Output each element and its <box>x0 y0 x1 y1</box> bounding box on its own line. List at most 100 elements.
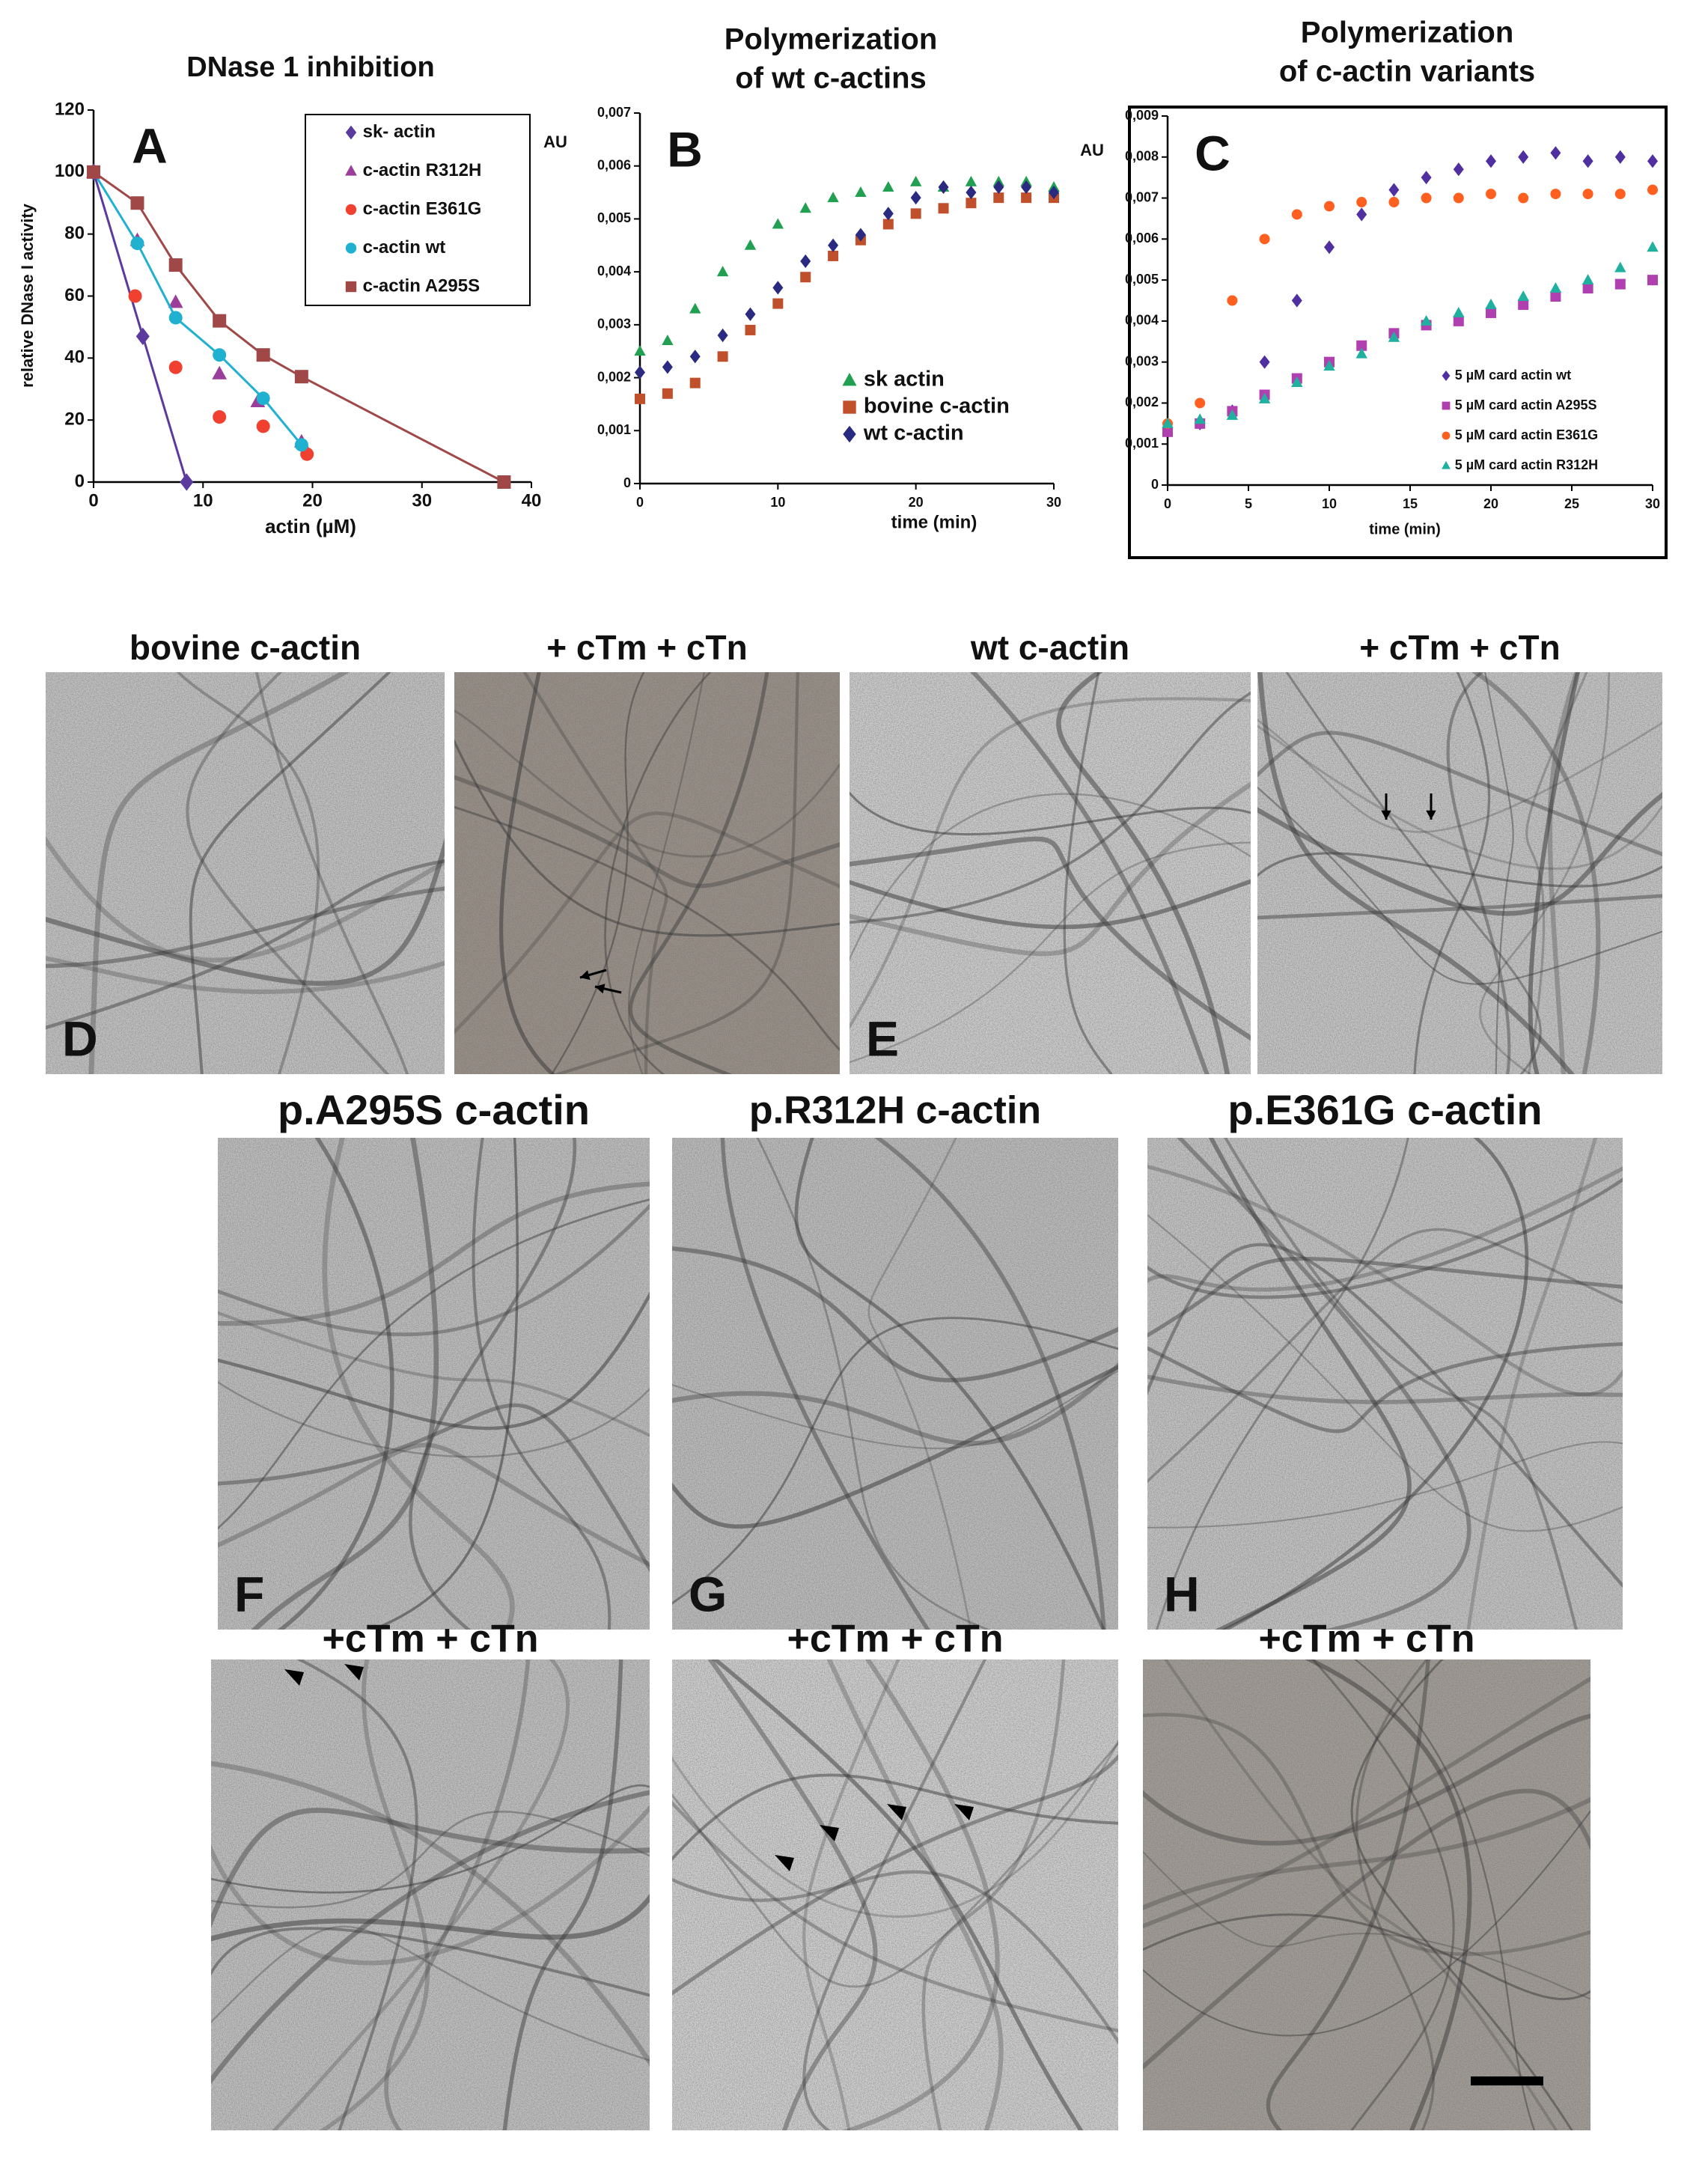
x-tick-label: 15 <box>1403 496 1418 511</box>
data-point <box>716 266 729 277</box>
data-point <box>213 410 227 424</box>
legend-label: wt c-actin <box>863 421 964 445</box>
data-point <box>168 360 183 374</box>
legend-label: c-actin wt <box>363 237 446 257</box>
data-point <box>662 388 673 399</box>
data-point <box>1291 209 1302 220</box>
data-point <box>256 419 270 433</box>
y-tick-label: 0 <box>623 475 631 490</box>
x-tick-label: 0 <box>636 495 644 510</box>
data-point <box>294 370 308 384</box>
data-point <box>1647 184 1658 195</box>
legend-marker <box>843 400 856 414</box>
data-point <box>1291 377 1303 388</box>
data-point <box>130 237 144 251</box>
x-axis-label: time (min) <box>1369 521 1441 537</box>
data-point <box>745 324 756 335</box>
data-point <box>1356 340 1367 351</box>
data-point <box>1420 314 1433 326</box>
data-point <box>1550 189 1561 200</box>
data-point <box>1647 241 1659 252</box>
y-tick-label: 60 <box>64 285 85 305</box>
data-point <box>1582 189 1593 200</box>
data-point <box>1647 275 1658 286</box>
y-tick-label: 0,002 <box>597 369 631 384</box>
data-point <box>1227 295 1238 306</box>
grain <box>850 672 1251 1074</box>
data-point <box>1259 234 1270 245</box>
x-tick-label: 10 <box>770 495 785 510</box>
legend-label: 5 µM card actin A295S <box>1455 397 1597 412</box>
data-point <box>1453 315 1464 326</box>
arrowhead-marker <box>887 1804 906 1820</box>
chart-title: Polymerization <box>1301 16 1514 49</box>
y-tick-label: 0,005 <box>1125 272 1159 287</box>
panel-label: C <box>1195 125 1230 180</box>
micrograph <box>850 672 1251 1074</box>
data-point <box>1486 307 1496 318</box>
data-point <box>1614 261 1626 272</box>
data-point <box>634 345 646 356</box>
y-axis-label: relative DNase I activity <box>18 203 37 388</box>
x-tick-label: 30 <box>1046 495 1061 510</box>
data-point <box>909 175 922 186</box>
micrograph-title: + cTm + cTn <box>1359 628 1560 667</box>
legend-label: c-actin R312H <box>363 160 482 180</box>
data-point <box>882 207 894 221</box>
data-point <box>772 281 784 295</box>
x-tick-label: 30 <box>412 490 432 511</box>
legend-marker <box>1442 460 1451 469</box>
data-point <box>1259 355 1270 369</box>
data-point <box>1021 192 1032 204</box>
x-tick-label: 20 <box>1483 496 1498 511</box>
data-point <box>717 328 728 343</box>
micrograph-title: p.R312H c-actin <box>749 1089 1041 1133</box>
data-point <box>689 302 701 314</box>
legend-box <box>305 114 531 306</box>
panel-label: B <box>667 121 703 177</box>
micrograph <box>1147 1138 1623 1630</box>
y-tick-label: 0,009 <box>1125 108 1159 123</box>
data-point <box>635 393 645 404</box>
data-point <box>882 180 894 192</box>
grain <box>46 672 445 1074</box>
legend-marker <box>843 425 856 443</box>
arrowhead-marker <box>344 1664 364 1680</box>
arrow-head <box>1381 810 1391 820</box>
x-tick-label: 10 <box>193 490 213 511</box>
micrograph-title: p.E361G c-actin <box>1227 1086 1542 1133</box>
grain <box>1143 1660 1590 2130</box>
data-point <box>855 186 867 198</box>
x-tick-label: 30 <box>1645 496 1660 511</box>
data-point <box>1614 189 1626 200</box>
x-tick-label: 20 <box>909 495 924 510</box>
micrograph-label: D <box>62 1011 98 1066</box>
data-point <box>135 327 150 346</box>
chart-title: of wt c-actins <box>735 62 927 95</box>
micrograph <box>1143 1660 1590 2130</box>
micrograph-title: wt c-actin <box>970 628 1129 667</box>
x-axis-label: actin (µM) <box>265 515 356 537</box>
data-point <box>1195 397 1206 409</box>
arrow-head <box>595 984 606 994</box>
y-tick-label: 0 <box>75 471 85 491</box>
micrograph <box>672 1660 1118 2130</box>
y-tick-label: 0,004 <box>1125 313 1159 328</box>
panel-label: A <box>132 118 168 173</box>
micrograph-label: E <box>866 1011 899 1066</box>
data-point <box>1049 185 1059 200</box>
arrowhead-marker <box>954 1804 974 1820</box>
arrowhead-marker <box>820 1825 839 1841</box>
data-point <box>213 348 227 362</box>
data-point <box>800 254 811 269</box>
data-point <box>1517 290 1529 301</box>
arrowhead-marker <box>775 1855 794 1871</box>
data-point <box>662 360 673 374</box>
chart-title: of c-actin variants <box>1279 55 1535 88</box>
data-point <box>212 365 228 380</box>
data-point <box>1582 274 1594 285</box>
y-axis-label: AU <box>543 132 567 151</box>
data-point <box>1356 207 1367 222</box>
data-point <box>497 475 511 489</box>
